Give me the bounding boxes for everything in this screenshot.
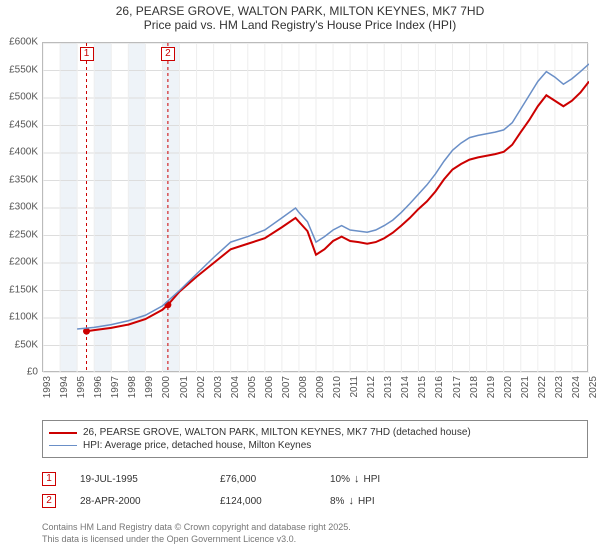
- y-tick-label: £0: [27, 367, 38, 378]
- sale-price: £76,000: [220, 474, 330, 485]
- footer-line2: This data is licensed under the Open Gov…: [42, 534, 588, 546]
- title-address: 26, PEARSE GROVE, WALTON PARK, MILTON KE…: [0, 4, 600, 18]
- y-tick-label: £100K: [9, 312, 38, 323]
- x-tick-label: 2018: [469, 376, 480, 398]
- y-tick-label: £350K: [9, 174, 38, 185]
- footer-line1: Contains HM Land Registry data © Crown c…: [42, 522, 588, 534]
- sale-row: 1 19-JUL-1995£76,00010% ↓ HPI: [42, 468, 588, 490]
- legend: 26, PEARSE GROVE, WALTON PARK, MILTON KE…: [42, 420, 588, 458]
- x-tick-label: 2008: [298, 376, 309, 398]
- x-tick-label: 2016: [434, 376, 445, 398]
- y-tick-label: £250K: [9, 229, 38, 240]
- x-axis: 1993 1994 1995 1996 1997 1998 1999 2000 2001 2002…: [42, 372, 588, 422]
- arrow-down-icon: ↓: [348, 495, 354, 507]
- x-tick-label: 2014: [400, 376, 411, 398]
- sale-marker-2: 2: [161, 47, 175, 61]
- x-tick-label: 1996: [93, 376, 104, 398]
- y-tick-label: £200K: [9, 257, 38, 268]
- x-tick-label: 2000: [161, 376, 172, 398]
- y-tick-label: £50K: [15, 339, 38, 350]
- sales-table: 1 19-JUL-1995£76,00010% ↓ HPI 2 28-APR-2000…: [42, 468, 588, 512]
- sale-diff: 8% ↓ HPI: [330, 495, 450, 507]
- title-subtitle: Price paid vs. HM Land Registry's House …: [0, 18, 600, 32]
- legend-label: HPI: Average price, detached house, Milt…: [83, 440, 311, 451]
- chart-svg: [43, 43, 589, 373]
- sale-marker-1: 1: [80, 47, 94, 61]
- x-tick-label: 2012: [366, 376, 377, 398]
- x-tick-label: 2002: [196, 376, 207, 398]
- y-tick-label: £600K: [9, 37, 38, 48]
- y-tick-label: £400K: [9, 147, 38, 158]
- x-tick-label: 2017: [452, 376, 463, 398]
- y-tick-label: £150K: [9, 284, 38, 295]
- legend-swatch: [49, 432, 77, 434]
- legend-item: 26, PEARSE GROVE, WALTON PARK, MILTON KE…: [49, 427, 581, 438]
- x-tick-label: 2004: [230, 376, 241, 398]
- chart-title: 26, PEARSE GROVE, WALTON PARK, MILTON KE…: [0, 0, 600, 40]
- x-tick-label: 2015: [417, 376, 428, 398]
- x-tick-label: 2022: [537, 376, 548, 398]
- sale-row-marker: 2: [42, 494, 56, 508]
- sale-date: 19-JUL-1995: [80, 474, 220, 485]
- x-tick-label: 2024: [571, 376, 582, 398]
- footer: Contains HM Land Registry data © Crown c…: [42, 522, 588, 545]
- x-tick-label: 2003: [213, 376, 224, 398]
- y-axis: £0£50K£100K£150K£200K£250K£300K£350K£400…: [0, 42, 40, 372]
- x-tick-label: 1993: [42, 376, 53, 398]
- x-tick-label: 2023: [554, 376, 565, 398]
- chart-container: 26, PEARSE GROVE, WALTON PARK, MILTON KE…: [0, 0, 600, 560]
- x-tick-label: 2019: [486, 376, 497, 398]
- sale-date: 28-APR-2000: [80, 496, 220, 507]
- sale-price: £124,000: [220, 496, 330, 507]
- x-tick-label: 1998: [127, 376, 138, 398]
- sale-row-marker: 1: [42, 472, 56, 486]
- x-tick-label: 1994: [59, 376, 70, 398]
- x-tick-label: 1995: [76, 376, 87, 398]
- x-tick-label: 2025: [588, 376, 599, 398]
- legend-swatch: [49, 445, 77, 446]
- x-tick-label: 2011: [349, 376, 360, 398]
- x-tick-label: 1999: [144, 376, 155, 398]
- plot-area: 12: [42, 42, 588, 372]
- x-tick-label: 2009: [315, 376, 326, 398]
- x-tick-label: 2006: [264, 376, 275, 398]
- sale-row: 2 28-APR-2000£124,0008% ↓ HPI: [42, 490, 588, 512]
- x-tick-label: 2020: [503, 376, 514, 398]
- y-tick-label: £450K: [9, 119, 38, 130]
- x-tick-label: 1997: [110, 376, 121, 398]
- x-tick-label: 2007: [281, 376, 292, 398]
- x-tick-label: 2021: [520, 376, 531, 398]
- x-tick-label: 2005: [247, 376, 258, 398]
- legend-label: 26, PEARSE GROVE, WALTON PARK, MILTON KE…: [83, 427, 471, 438]
- sale-diff: 10% ↓ HPI: [330, 473, 450, 485]
- x-tick-label: 2013: [383, 376, 394, 398]
- y-tick-label: £500K: [9, 92, 38, 103]
- arrow-down-icon: ↓: [354, 473, 360, 485]
- y-tick-label: £550K: [9, 64, 38, 75]
- legend-item: HPI: Average price, detached house, Milt…: [49, 440, 581, 451]
- y-tick-label: £300K: [9, 202, 38, 213]
- x-tick-label: 2010: [332, 376, 343, 398]
- x-tick-label: 2001: [179, 376, 190, 398]
